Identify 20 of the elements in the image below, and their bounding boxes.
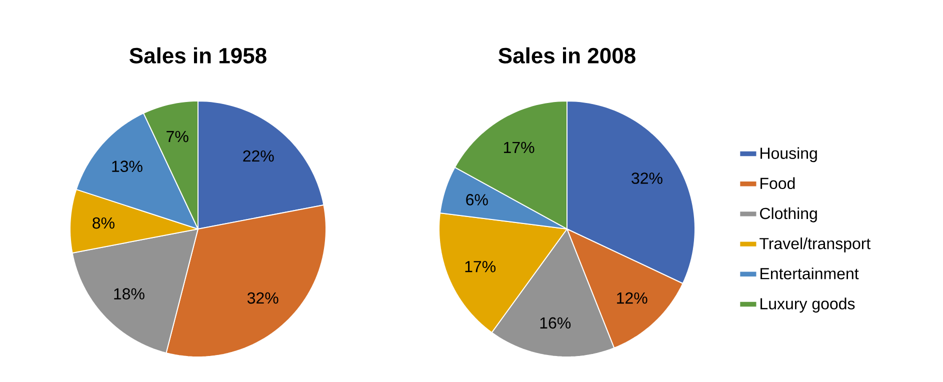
legend-label: Entertainment <box>760 268 859 280</box>
data-label: 32% <box>247 292 278 304</box>
data-label: 17% <box>465 261 496 272</box>
data-label: 17% <box>504 142 534 154</box>
legend-label: Travel/transport <box>760 237 871 252</box>
data-label: 32% <box>632 172 662 184</box>
data-label: 18% <box>114 288 144 300</box>
data-label: 7% <box>166 130 188 142</box>
data-label: 16% <box>540 317 571 329</box>
legend-label: Housing <box>760 147 817 162</box>
data-label: 22% <box>243 150 274 162</box>
legend-label: Food <box>760 177 795 190</box>
chart-title: Sales in 2008 <box>498 47 636 64</box>
data-label: 12% <box>617 292 648 304</box>
data-label: 8% <box>92 217 114 229</box>
data-label: 13% <box>112 160 142 172</box>
chart-title: Sales in 1958 <box>130 47 266 64</box>
data-label: 6% <box>466 194 488 206</box>
legend-label: Clothing <box>760 207 817 222</box>
legend-label: Luxury goods <box>760 298 855 313</box>
